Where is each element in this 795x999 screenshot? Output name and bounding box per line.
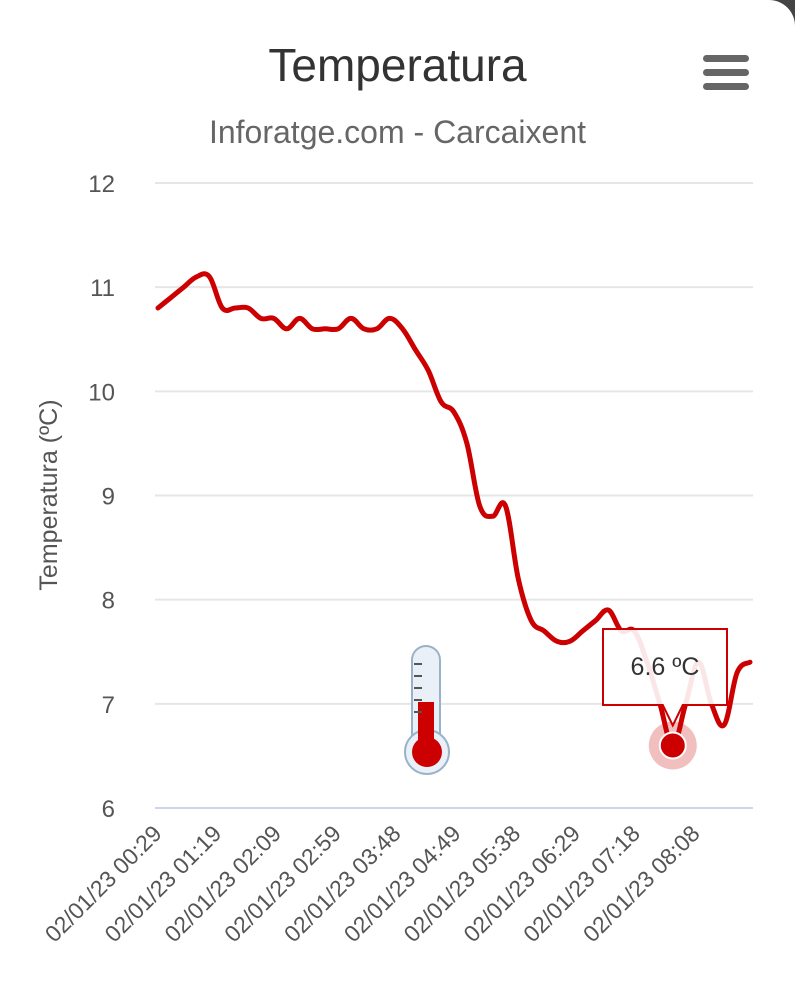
y-tick-label: 12 — [88, 171, 115, 198]
highlight-marker[interactable] — [648, 721, 697, 770]
y-tick-label: 9 — [102, 484, 115, 511]
y-tick-label: 8 — [102, 588, 115, 615]
chart-subtitle: Inforatge.com - Carcaixent — [208, 114, 587, 150]
y-axis-title: Temperatura (ºC) — [35, 399, 63, 590]
window-corner — [769, 0, 795, 26]
y-tick-label: 7 — [102, 692, 115, 719]
y-tick-label: 10 — [88, 379, 115, 406]
chart-title: Temperatura — [268, 39, 527, 91]
y-axis-ticks: 6 7 8 9 10 11 12 — [88, 171, 115, 823]
thermometer-icon — [404, 645, 450, 775]
hamburger-menu-icon[interactable] — [703, 55, 749, 91]
tooltip-text: 6.6 ºC — [631, 653, 700, 681]
y-tick-label: 11 — [90, 275, 115, 302]
data-point-marker[interactable] — [658, 731, 687, 760]
y-tick-label: 6 — [102, 796, 115, 823]
tooltip: 6.6 ºC — [602, 628, 728, 728]
